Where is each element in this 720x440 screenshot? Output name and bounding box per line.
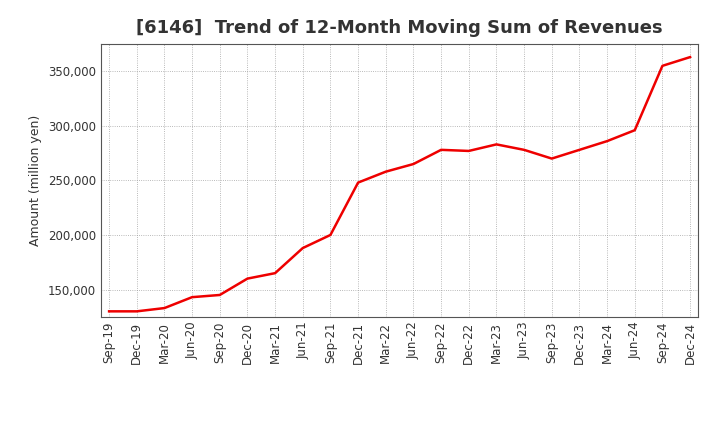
Title: [6146]  Trend of 12-Month Moving Sum of Revenues: [6146] Trend of 12-Month Moving Sum of R… [136, 19, 663, 37]
Y-axis label: Amount (million yen): Amount (million yen) [30, 115, 42, 246]
